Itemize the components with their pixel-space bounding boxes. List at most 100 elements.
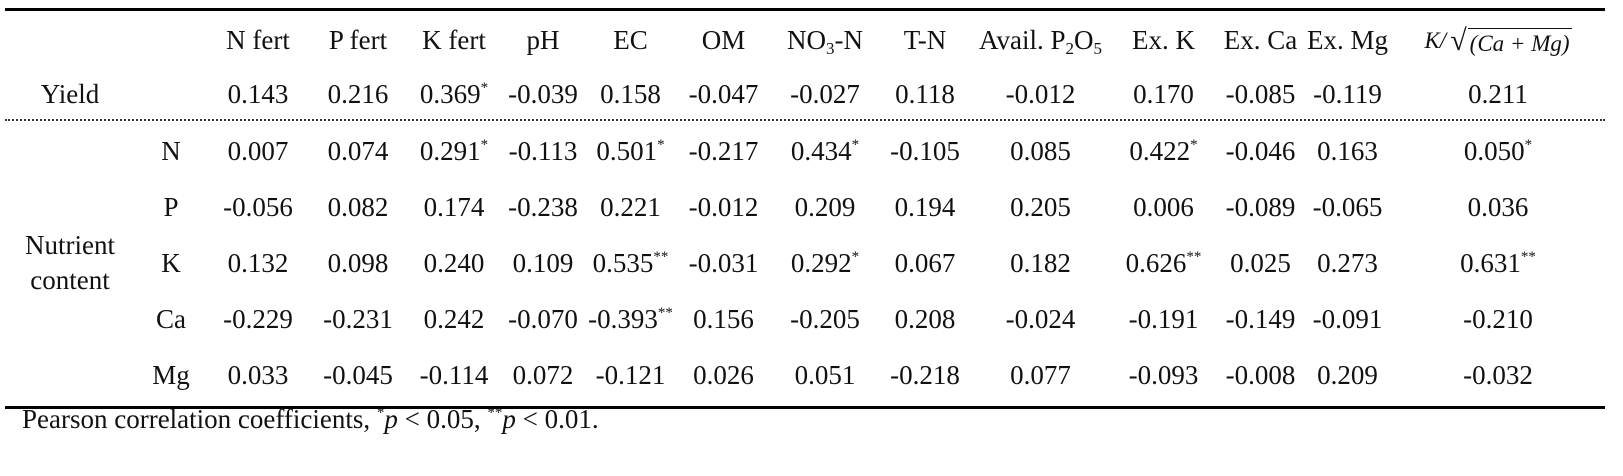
yield-label: Yield	[40, 78, 100, 109]
value-cell: 0.205	[971, 179, 1110, 235]
value-cell: -0.393**	[585, 291, 676, 347]
significance-mark: *	[657, 136, 665, 153]
yield-sub-label	[135, 69, 207, 119]
header-avail-o: O	[1074, 24, 1094, 55]
value-cell: 0.240	[407, 235, 501, 291]
value-cell: -0.217	[676, 123, 771, 179]
cell-value: -0.012	[1005, 78, 1076, 109]
value-cell: 0.209	[771, 179, 879, 235]
cell-value: 0.118	[895, 78, 955, 109]
cell-value: 0.085	[1010, 135, 1071, 166]
cell-value: -0.191	[1128, 303, 1199, 334]
cell-value: 0.369	[419, 78, 481, 109]
header-k-fert: K fert	[422, 24, 486, 55]
value-cell: -0.218	[879, 347, 971, 403]
value-cell: -0.229	[207, 291, 309, 347]
cell-value: 0.194	[894, 191, 956, 222]
value-cell: -0.205	[771, 291, 879, 347]
value-cell: -0.114	[407, 347, 501, 403]
footnote-p2: p	[502, 404, 516, 434]
cell-value: 0.501	[596, 135, 658, 166]
cell-value: -0.085	[1225, 78, 1296, 109]
table-top-rule	[5, 8, 1605, 11]
value-cell: -0.031	[676, 235, 771, 291]
value-cell: 0.291*	[407, 123, 501, 179]
header-avail-p2o5: Avail. P2O5	[971, 11, 1110, 69]
value-cell: 0.109	[501, 235, 585, 291]
square-root: √ (Ca + Mg)	[1450, 24, 1572, 57]
significance-mark: **	[1520, 248, 1536, 265]
cell-value: -0.012	[688, 191, 759, 222]
header-ec: EC	[613, 24, 648, 55]
cell-value: 0.535	[592, 247, 654, 278]
header-no3-n: NO3-N	[771, 11, 879, 69]
footnote-p1: p	[384, 404, 398, 434]
cell-value: -0.114	[419, 359, 489, 390]
cell-value: -0.217	[688, 135, 759, 166]
cell-value: 0.074	[327, 135, 389, 166]
cell-value: 0.291	[419, 135, 481, 166]
cell-value: -0.238	[508, 191, 578, 222]
cell-value: 0.077	[1010, 359, 1071, 390]
header-no3-suffix: -N	[834, 24, 864, 55]
cell-value: 0.626	[1125, 247, 1187, 278]
nutrient-label: K	[161, 247, 181, 278]
nutrient-row-k: K 0.132 0.098 0.240 0.109 0.535** -0.031…	[5, 235, 1605, 291]
value-cell: -0.149	[1217, 291, 1304, 347]
cell-value: 0.082	[327, 191, 389, 222]
header-k-ratio: K/ √ (Ca + Mg)	[1391, 11, 1605, 69]
value-cell: -0.056	[207, 179, 309, 235]
value-cell: 0.143	[207, 69, 309, 119]
value-cell: 0.273	[1304, 235, 1391, 291]
cell-value: -0.008	[1225, 359, 1296, 390]
value-cell: 0.170	[1110, 69, 1217, 119]
cell-value: -0.119	[1313, 78, 1382, 109]
value-cell: -0.093	[1110, 347, 1217, 403]
significance-mark: **	[653, 248, 669, 265]
ratio-k-label: K/	[1424, 28, 1447, 53]
cell-value: -0.113	[508, 135, 578, 166]
significance-mark: **	[1186, 248, 1202, 265]
value-cell: 0.221	[585, 179, 676, 235]
cell-value: 0.182	[1010, 247, 1071, 278]
header-no3-base: NO	[787, 24, 826, 55]
cell-value: 0.434	[790, 135, 852, 166]
cell-value: 0.273	[1317, 247, 1378, 278]
ratio-formula: K/ √ (Ca + Mg)	[1424, 24, 1572, 57]
cell-value: -0.045	[323, 359, 393, 390]
cell-value: 0.170	[1133, 78, 1194, 109]
value-cell: 0.082	[309, 179, 407, 235]
header-avail-sub2: 5	[1093, 38, 1103, 58]
cell-value: -0.027	[790, 78, 860, 109]
value-cell: -0.231	[309, 291, 407, 347]
value-cell: 0.422*	[1110, 123, 1217, 179]
cell-value: -0.091	[1312, 303, 1383, 334]
value-cell: 0.209	[1304, 347, 1391, 403]
value-cell: 0.077	[971, 347, 1110, 403]
cell-value: 0.026	[693, 359, 754, 390]
value-cell: 0.025	[1217, 235, 1304, 291]
value-cell: 0.216	[309, 69, 407, 119]
header-n-fert: N fert	[226, 24, 290, 55]
value-cell: -0.027	[771, 69, 879, 119]
header-avail-sub1: 2	[1065, 38, 1075, 58]
nutrient-label: Mg	[152, 359, 190, 390]
cell-value: -0.231	[323, 303, 393, 334]
cell-value: 0.050	[1463, 135, 1525, 166]
cell-value: 0.631	[1460, 247, 1521, 278]
radical-sign-icon: √	[1450, 24, 1467, 57]
nutrient-row-ca: Ca -0.229 -0.231 0.242 -0.070 -0.393** 0…	[5, 291, 1605, 347]
cell-value: 0.422	[1129, 135, 1191, 166]
value-cell: 0.098	[309, 235, 407, 291]
value-cell: -0.008	[1217, 347, 1304, 403]
value-cell: 0.631**	[1391, 235, 1605, 291]
value-cell: 0.074	[309, 123, 407, 179]
cell-value: 0.109	[512, 247, 574, 278]
cell-value: -0.039	[508, 78, 578, 109]
value-cell: 0.085	[971, 123, 1110, 179]
value-cell: -0.046	[1217, 123, 1304, 179]
cell-value: -0.105	[890, 135, 960, 166]
cell-value: 0.098	[327, 247, 389, 278]
cell-value: 0.132	[227, 247, 289, 278]
